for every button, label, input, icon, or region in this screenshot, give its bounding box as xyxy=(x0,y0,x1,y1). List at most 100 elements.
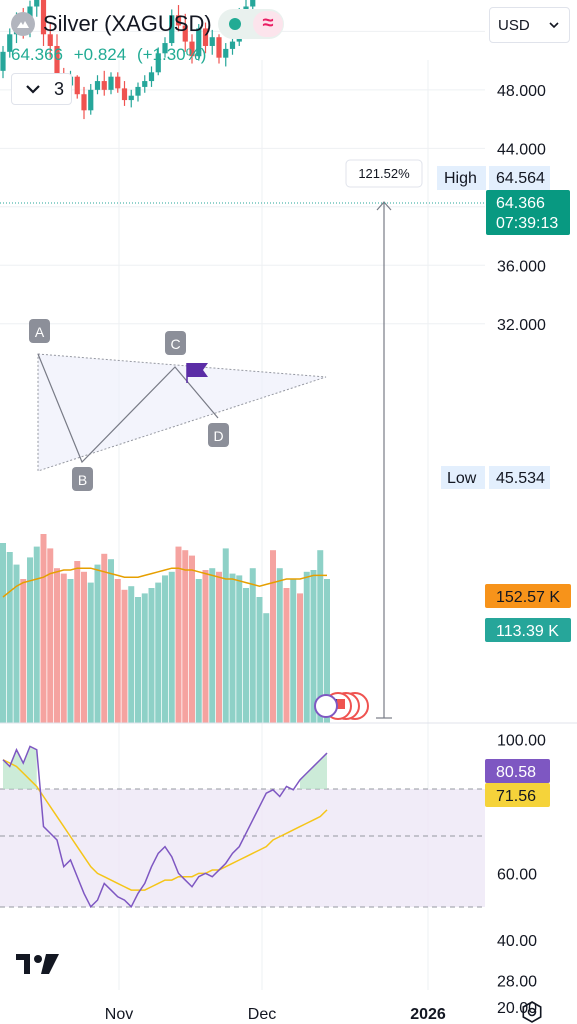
candle xyxy=(196,24,202,61)
candle xyxy=(94,75,101,95)
triangle-pattern[interactable] xyxy=(37,353,327,472)
volume-bar xyxy=(182,550,189,723)
volume-bar xyxy=(243,588,249,723)
volume-bar xyxy=(324,579,330,723)
candle xyxy=(182,13,188,52)
svg-text:45.534: 45.534 xyxy=(496,470,545,487)
candle-body xyxy=(209,37,215,46)
candle xyxy=(155,47,161,76)
volume-bar xyxy=(148,588,155,723)
volume-bar xyxy=(94,564,101,723)
rsi-tick-label: 28.00 xyxy=(497,973,537,990)
candle xyxy=(223,43,229,67)
candle xyxy=(229,37,236,55)
svg-text:80.58: 80.58 xyxy=(496,764,536,781)
candle-body xyxy=(88,89,94,111)
volume-bar xyxy=(0,543,6,723)
candle-body xyxy=(128,95,134,101)
measure-tool[interactable]: 121.52% xyxy=(345,159,423,719)
pattern-label-d[interactable]: D xyxy=(208,423,229,447)
candle-body xyxy=(115,76,121,89)
volume-ma-line xyxy=(2,567,327,598)
interval-toggle-button[interactable]: 3 xyxy=(11,73,72,105)
candle-body xyxy=(7,34,13,52)
candle xyxy=(169,9,175,46)
svg-text:64.366: 64.366 xyxy=(496,195,545,212)
candle xyxy=(202,22,209,54)
price-summary: 64.366 +0.824 (+1.30%) xyxy=(11,45,212,65)
price-change: +0.824 xyxy=(73,45,127,64)
volume-bar xyxy=(168,571,175,723)
abcd-path xyxy=(37,353,219,464)
volume-bar xyxy=(108,559,114,723)
candle-body xyxy=(250,0,256,7)
pattern-label-b[interactable]: B xyxy=(72,467,93,491)
volume-bar xyxy=(81,571,87,723)
symbol-title[interactable]: Silver (XAGUSD) xyxy=(43,11,212,36)
pattern-label-a[interactable]: A xyxy=(29,319,50,343)
candle-body xyxy=(196,28,202,57)
candle-body xyxy=(135,86,141,96)
svg-text:A: A xyxy=(35,324,45,340)
volume-bar xyxy=(6,552,13,723)
candle-body xyxy=(189,41,195,57)
candle-body xyxy=(40,0,47,35)
candle xyxy=(34,0,40,17)
price-change-percent: (+1.30%) xyxy=(136,45,207,64)
time-axis[interactable]: Nov Dec 2026 xyxy=(105,1006,446,1023)
candle-body xyxy=(223,48,229,58)
current-price-label: 64.366 07:39:13 xyxy=(486,190,570,235)
rsi-band xyxy=(0,789,485,907)
candle-body xyxy=(0,51,6,71)
candle xyxy=(250,0,256,11)
volume-bar xyxy=(263,613,270,723)
rsi-tick-label: 60.00 xyxy=(497,866,537,883)
volume-bar xyxy=(33,546,40,723)
volume-bar xyxy=(114,579,121,723)
low-label: Low 45.534 xyxy=(441,466,550,489)
candle xyxy=(121,81,128,106)
svg-text:Low: Low xyxy=(447,470,477,487)
candle-body xyxy=(121,88,128,101)
candle xyxy=(128,89,134,108)
chevron-down-icon xyxy=(549,22,559,29)
volume-bar xyxy=(236,575,243,723)
volume-bar xyxy=(162,575,168,723)
candle-body xyxy=(216,37,222,58)
volume-bar xyxy=(13,564,20,723)
candle xyxy=(115,72,121,93)
volume-bar xyxy=(310,570,317,723)
market-status-pill[interactable]: ≈ xyxy=(218,9,284,39)
candle xyxy=(47,22,53,58)
settings-gear-icon[interactable] xyxy=(521,1001,543,1023)
pattern-label-c[interactable]: C xyxy=(165,331,186,355)
y-tick-label: 48.000 xyxy=(497,83,546,100)
economic-events-icon[interactable] xyxy=(314,692,369,720)
volume-bar xyxy=(276,568,283,723)
tradingview-logo-icon[interactable] xyxy=(16,952,60,976)
last-price: 64.366 xyxy=(11,45,63,64)
flag-marker-icon[interactable] xyxy=(186,363,208,383)
candle-body xyxy=(148,72,155,82)
svg-text:D: D xyxy=(213,428,223,444)
volume-bar xyxy=(283,588,290,723)
volume-bar xyxy=(229,573,236,723)
svg-text:B: B xyxy=(78,472,87,488)
x-tick-dec: Dec xyxy=(248,1006,276,1023)
candle-body xyxy=(47,34,53,46)
currency-select[interactable]: USD xyxy=(489,7,570,43)
rsi-line xyxy=(2,745,328,909)
volume-bar xyxy=(317,550,324,723)
triangle-fill xyxy=(37,353,327,472)
interval-count: 3 xyxy=(54,78,65,99)
candle-body xyxy=(155,53,161,73)
volume-bar xyxy=(202,570,209,723)
candle xyxy=(40,0,47,46)
svg-text:152.57 K: 152.57 K xyxy=(496,589,560,606)
volume-bar xyxy=(40,534,47,723)
volume-bar xyxy=(47,548,54,723)
volume-bar xyxy=(87,582,94,723)
volume-bar xyxy=(249,568,256,723)
